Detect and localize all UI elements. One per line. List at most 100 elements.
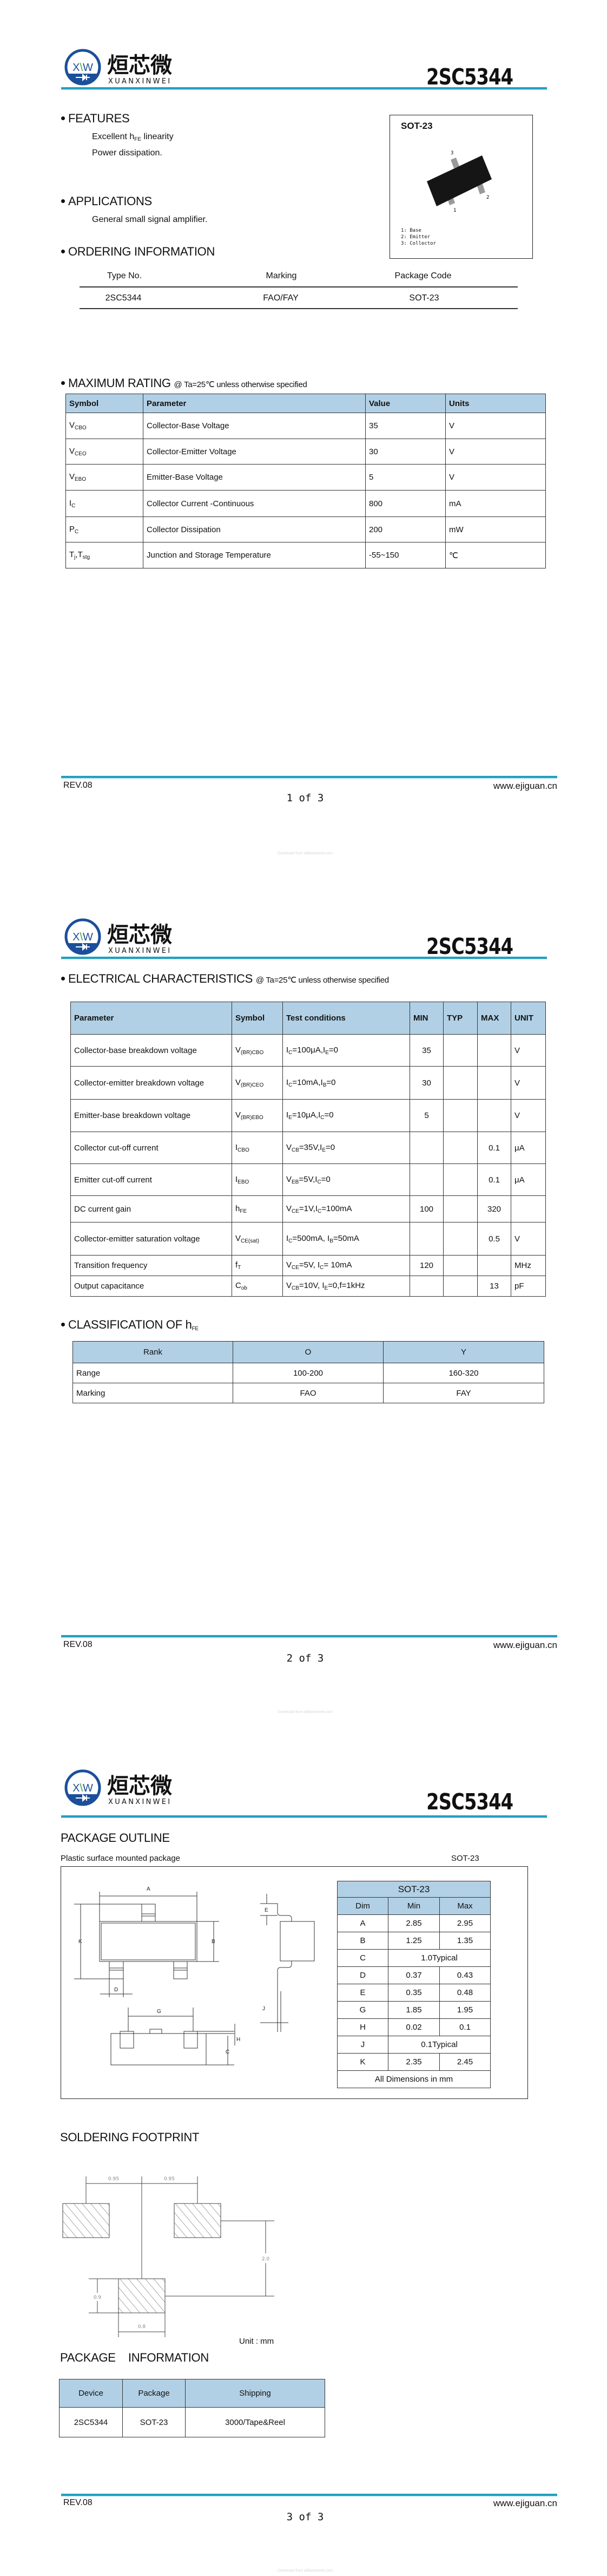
footer-divider <box>61 776 557 779</box>
table-row: Marking FAO FAY <box>72 1383 544 1403</box>
col-conditions: Test conditions <box>282 1002 410 1035</box>
table-row: B 1.25 1.35 <box>337 1932 491 1950</box>
cell-value: 200 <box>365 516 446 542</box>
electrical-table: Parameter Symbol Test conditions MIN TYP… <box>70 1002 546 1297</box>
bullet-icon <box>61 976 65 980</box>
soldering-footprint-drawing: 0.95 0.95 2.0 0.9 0.8 <box>62 2176 274 2337</box>
table-row: E 0.35 0.48 <box>337 1984 491 2002</box>
cell-conditions: IC=500mA, IB=50mA <box>282 1222 410 1256</box>
text-segment: I <box>286 1110 289 1120</box>
text-segment: V <box>235 1110 241 1120</box>
cell-min <box>410 1163 444 1196</box>
text-segment: =0 <box>326 1142 335 1152</box>
soldering-footprint-heading: SOLDERING FOOTPRINT <box>60 2130 200 2144</box>
text-segment: ,T <box>75 550 83 559</box>
table-row: Collector-base breakdown voltage V(BR)CBO… <box>70 1034 546 1067</box>
text-segment: =500mA, I <box>292 1233 330 1243</box>
cell-max: 0.1 <box>477 1163 511 1196</box>
pin-legend-2: 2: Emitter <box>401 234 431 240</box>
bullet-icon <box>61 381 65 385</box>
dim-value: 0.1Typical <box>387 2036 491 2054</box>
heading-text: ELECTRICAL CHARACTERISTICS <box>68 972 253 985</box>
cell-unit <box>511 1195 546 1222</box>
subscript: E <box>325 1049 329 1056</box>
col-units: Units <box>445 394 546 413</box>
dim-pad-height: 0.9 <box>94 2295 102 2300</box>
cell-unit: V <box>445 413 546 439</box>
text-segment: Power dissipation. <box>92 148 162 158</box>
col-device: Device <box>59 2379 123 2408</box>
pad-2 <box>174 2203 221 2238</box>
website-link[interactable]: www.ejiguan.cn <box>493 781 557 791</box>
cell-symbol: hFE <box>232 1195 283 1222</box>
page-number: 1 of 3 <box>286 792 324 804</box>
website-link[interactable]: www.ejiguan.cn <box>493 2498 557 2508</box>
cell-unit: MHz <box>511 1255 546 1276</box>
ordering-col-marking: Marking <box>266 271 297 280</box>
dim-label-d: D <box>114 1987 118 1993</box>
cell-unit: V <box>511 1099 546 1132</box>
revision: REV.08 <box>63 781 93 790</box>
subscript: EBO <box>237 1179 249 1185</box>
dim-name: K <box>337 2053 388 2071</box>
table-row: DC current gain hFE VCE=1V,IC=100mA 100 320 <box>70 1195 546 1222</box>
pad-1 <box>62 2203 110 2238</box>
max-rating-body: VCBO Collector-Base Voltage 35 V VCEO Collect… <box>65 413 546 568</box>
text-segment: V <box>286 1142 292 1152</box>
text-segment: V <box>235 1233 241 1243</box>
cell-max: 13 <box>477 1276 511 1297</box>
text-segment: V <box>69 472 75 481</box>
cell-parameter: Collector Dissipation <box>143 516 366 542</box>
ordering-marking-value: FAO/FAY <box>263 293 299 303</box>
dim-value: 1.85 <box>388 2001 440 2019</box>
text-segment: V <box>286 1204 292 1213</box>
col-typ: TYP <box>443 1002 478 1035</box>
text-segment: T <box>69 550 75 559</box>
col-parameter: Parameter <box>143 394 366 413</box>
col-dim: Dim <box>337 1897 388 1915</box>
table-row: G 1.85 1.95 <box>337 2001 491 2019</box>
cell-parameter: Collector-emitter breakdown voltage <box>70 1066 232 1100</box>
table-row: VCEO Collector-Emitter Voltage 30 V <box>65 439 546 465</box>
subscript: CE <box>292 1208 299 1214</box>
ordering-col-type: Type No. <box>107 271 142 280</box>
text-segment: =0 <box>328 1045 338 1055</box>
col-max: MAX <box>477 1002 511 1035</box>
svg-text:烜芯微: 烜芯微 <box>107 1774 172 1799</box>
subscript: FE <box>192 1326 199 1332</box>
cell-symbol: VCEO <box>65 439 143 465</box>
dim-table-note: All Dimensions in mm <box>337 2070 491 2088</box>
table-row: J 0.1Typical <box>337 2036 491 2054</box>
watermark: Download from alldatasheet.com <box>278 2569 333 2573</box>
cell-max <box>477 1066 511 1100</box>
dim-value: 1.35 <box>439 1932 491 1950</box>
dim-label-a: A <box>147 1886 150 1892</box>
cell-max: 0.1 <box>477 1132 511 1164</box>
dim-value: 0.37 <box>388 1966 440 1984</box>
package-information-heading: PACKAGE INFORMATION <box>60 2351 209 2364</box>
cell-value: -55~150 <box>365 542 446 568</box>
svg-text:XUANXINWEI: XUANXINWEI <box>108 77 171 86</box>
subscript: C <box>320 1265 324 1271</box>
cell-conditions: IE=10μA,IC=0 <box>282 1099 410 1132</box>
dim-value: 0.35 <box>388 1984 440 2002</box>
cell-parameter: Emitter-Base Voltage <box>143 464 366 491</box>
sot23-package-image: 3 2 1 <box>427 151 492 213</box>
package-outline-box: A B C D E G H J K <box>61 1866 528 2099</box>
cell-conditions: VCB=10V, IE=0,f=1kHz <box>282 1276 410 1297</box>
col-y: Y <box>383 1341 544 1363</box>
website-link[interactable]: www.ejiguan.cn <box>493 1640 557 1650</box>
cell-unit: V <box>445 464 546 491</box>
subscript: FE <box>240 1208 247 1214</box>
page-number: 2 of 3 <box>286 1652 324 1664</box>
cell-min: 35 <box>410 1034 444 1067</box>
cell-conditions: VCB=35V,IE=0 <box>282 1132 410 1164</box>
table-row: A 2.85 2.95 <box>337 1914 491 1932</box>
device-value: 2SC5344 <box>59 2407 123 2437</box>
text-segment: I <box>235 1174 238 1184</box>
dim-value: 1.25 <box>388 1932 440 1950</box>
cell-min <box>410 1132 444 1164</box>
text-segment: =0 <box>324 1110 334 1120</box>
cell-parameter: Collector-Base Voltage <box>143 413 366 439</box>
subscript: C <box>75 528 79 535</box>
